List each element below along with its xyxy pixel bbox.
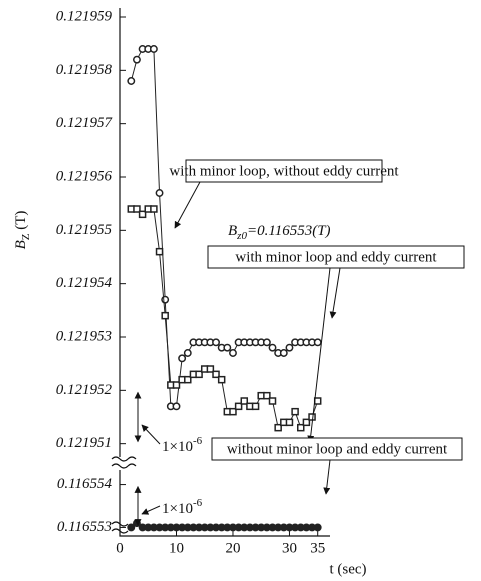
callout-box — [207, 245, 465, 269]
x-tick-label: 0 — [116, 540, 124, 556]
y2-tick-label: 0.116553 — [57, 519, 112, 535]
square-marker — [150, 205, 158, 213]
square-marker — [195, 370, 203, 379]
series-line — [131, 208, 319, 429]
square-marker — [313, 397, 322, 405]
square-marker — [212, 370, 220, 379]
square-marker — [217, 375, 226, 384]
circle-marker — [149, 45, 158, 53]
circle-marker — [223, 343, 232, 352]
circle-marker — [229, 349, 237, 357]
callout-arrow — [174, 181, 201, 229]
circle-marker — [313, 523, 322, 532]
scale-label-part: 1×10 — [162, 439, 193, 455]
x-tick-label: 20 — [225, 540, 240, 556]
callout-arrow — [323, 459, 331, 495]
circle-marker — [127, 523, 136, 532]
square-marker — [274, 423, 282, 432]
circle-marker — [132, 55, 141, 64]
y-axis-label: BZ (T) — [13, 211, 31, 250]
y-tick-label: 0.121959 — [56, 8, 113, 24]
callout-arrow — [329, 267, 341, 319]
square-marker — [291, 407, 299, 416]
x-tick-label: 35 — [310, 540, 325, 556]
circle-marker — [279, 349, 288, 357]
square-marker — [251, 402, 260, 411]
x-tick-label: 30 — [282, 540, 297, 556]
y-tick-label: 0.121958 — [56, 62, 113, 78]
circle-marker — [268, 343, 277, 352]
square-marker — [268, 397, 277, 405]
callout-box — [211, 437, 463, 461]
circle-marker — [262, 338, 271, 347]
y-tick-label: 0.121957 — [56, 115, 114, 131]
callout-arrow — [307, 267, 331, 443]
circle-marker — [172, 402, 181, 411]
x-tick-label: 10 — [169, 540, 184, 556]
x-axis-label: t (sec) — [329, 561, 366, 577]
circle-marker — [161, 295, 170, 304]
y-tick-label: 0.121956 — [56, 168, 113, 184]
square-marker — [234, 402, 243, 411]
series-label: without minor loop and eddy current — [227, 441, 448, 457]
square-marker — [184, 375, 192, 384]
y-tick-label: 0.121953 — [56, 328, 112, 344]
y-tick-label: 0.121952 — [56, 382, 113, 398]
bz0-annotation-part: B — [228, 223, 237, 239]
square-marker — [229, 407, 237, 416]
circle-marker — [212, 338, 220, 347]
square-marker — [240, 397, 249, 405]
square-marker — [297, 423, 305, 432]
square-marker — [285, 418, 294, 427]
square-marker — [206, 365, 215, 373]
square-marker — [308, 413, 316, 421]
circle-marker — [155, 189, 164, 197]
circle-marker — [313, 338, 322, 347]
y-tick-label: 0.121955 — [56, 222, 113, 238]
scale-pointer — [141, 424, 161, 445]
square-marker — [138, 210, 147, 219]
square-marker — [172, 381, 181, 389]
scale-pointer — [141, 505, 161, 515]
series-label: with minor loop and eddy current — [235, 249, 437, 265]
circle-marker — [132, 519, 141, 528]
circle-marker — [127, 77, 136, 85]
y-tick-label: 0.121951 — [56, 435, 112, 451]
axes — [111, 8, 330, 537]
scale-label-part: -6 — [193, 497, 203, 509]
circle-marker — [285, 343, 294, 352]
scale-label-part: 1×10 — [162, 501, 193, 517]
circle-marker — [178, 354, 187, 363]
scale-label-part: -6 — [193, 435, 203, 447]
square-marker — [302, 418, 311, 427]
scale-label: 1×10-6 — [162, 435, 203, 456]
y2-tick-label: 0.116554 — [57, 476, 113, 492]
bz0-annotation-part: =0.116553(T) — [247, 223, 331, 239]
square-marker — [155, 247, 164, 256]
bz0-annotation-part: z0 — [236, 230, 247, 242]
square-marker — [161, 311, 169, 320]
bz0-annotation: Bz0=0.116553(T) — [228, 223, 331, 241]
square-marker — [263, 391, 271, 400]
circle-marker — [183, 349, 192, 357]
callout-box — [185, 159, 383, 183]
square-marker — [133, 205, 141, 213]
y-tick-label: 0.121954 — [56, 275, 113, 291]
series-label: with minor loop, without eddy current — [169, 163, 399, 179]
scale-label: 1×10-6 — [162, 497, 203, 518]
